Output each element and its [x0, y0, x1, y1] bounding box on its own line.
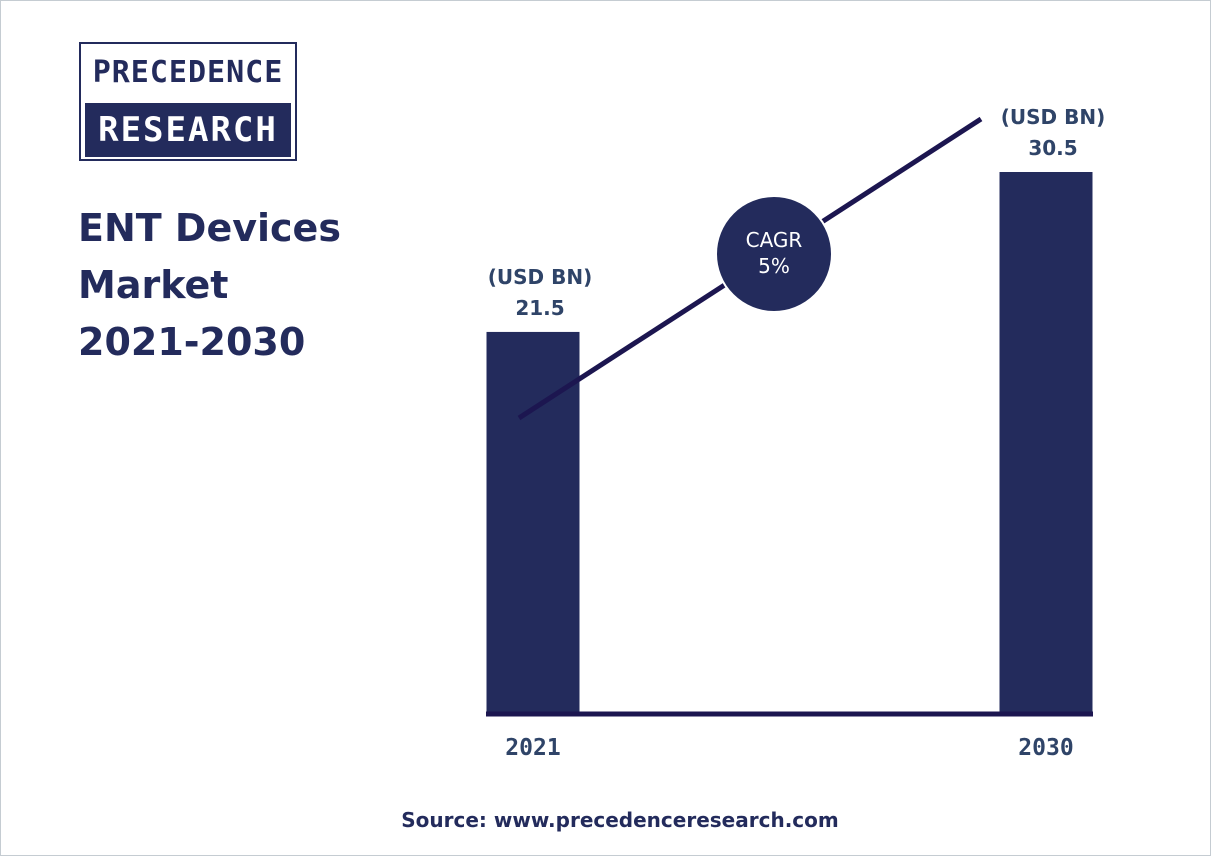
x-tick-label-2021: 2021	[505, 735, 560, 761]
logo-line-2: RESEARCH	[85, 103, 291, 157]
bar-unit-label-2030: (USD BN)	[1001, 105, 1105, 129]
chart-title: ENT Devices Market 2021-2030	[78, 206, 341, 364]
precedence-research-logo: PRECEDENCE RESEARCH	[79, 42, 297, 161]
bar-2030	[999, 172, 1093, 714]
bar-value-label-2021: 21.5	[515, 296, 564, 320]
logo-line-1: PRECEDENCE	[92, 54, 284, 90]
cagr-label: CAGR	[746, 228, 803, 252]
bar-2021	[486, 331, 580, 714]
bar-unit-label-2021: (USD BN)	[488, 265, 592, 289]
source-note: Source: www.precedenceresearch.com	[401, 808, 839, 832]
cagr-value: 5%	[758, 254, 790, 278]
cagr-badge	[715, 195, 833, 313]
x-tick-label-2030: 2030	[1018, 735, 1073, 761]
bar-value-label-2030: 30.5	[1028, 136, 1077, 160]
